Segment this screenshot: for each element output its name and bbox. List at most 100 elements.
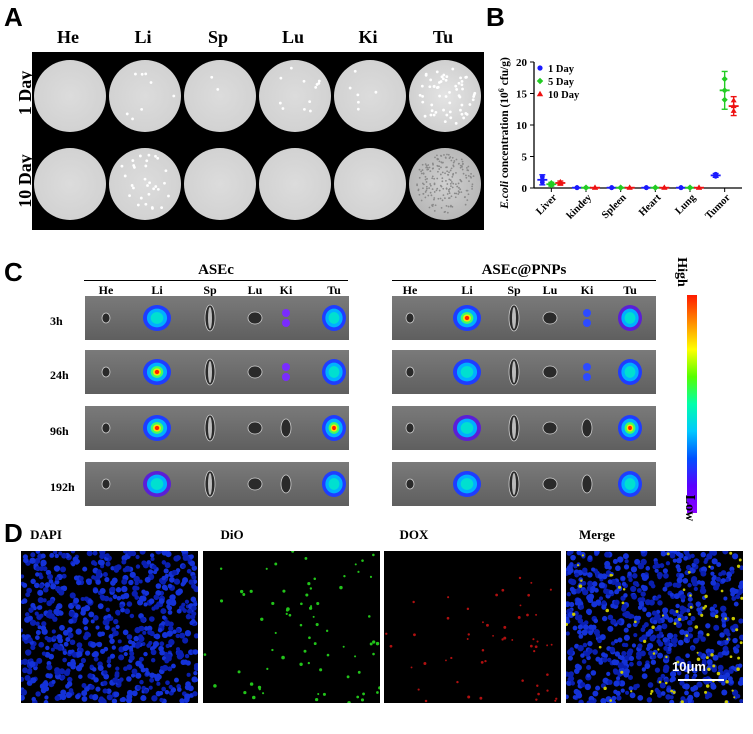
nucleus [613,669,619,675]
dox-signal [467,633,470,636]
nucleus [191,605,197,611]
organ-ki [282,373,290,381]
nucleus [118,655,123,660]
nucleus [683,555,689,561]
nucleus [24,612,30,617]
dio-signal [252,695,256,700]
data-point [592,184,598,190]
organ-he [405,478,415,490]
dox-signal [549,588,552,591]
nucleus [587,648,593,654]
dio-signal [239,589,244,594]
nucleus [567,570,572,575]
nucleus [710,580,717,586]
dox-signal [546,689,549,692]
nucleus [165,680,170,686]
nucleus [683,698,689,703]
nucleus [98,559,105,566]
nucleus [190,596,197,603]
dio-signal [369,575,373,578]
nucleus [648,599,655,606]
nucleus [37,597,44,604]
nucleus [44,582,51,588]
nucleus [620,688,625,693]
nucleus [717,664,724,671]
nucleus [656,624,662,630]
nucleus [621,581,627,587]
dio-signal [696,651,699,654]
x-tick-label: Lung [673,192,698,217]
nucleus [133,635,140,642]
data-point [652,184,659,191]
nucleus [636,588,642,593]
nucleus [153,594,160,601]
dox-signal [446,616,450,620]
nucleus [186,672,191,677]
nucleus [135,564,141,569]
nucleus [661,623,668,630]
nucleus [29,619,37,626]
plate-1day-he [34,60,106,132]
panel-a-col-sp: Sp [207,27,229,47]
nucleus [638,600,645,607]
dio-signal [609,573,613,577]
nucleus [113,565,119,571]
nucleus [733,601,739,607]
nucleus [60,674,66,680]
nucleus [567,655,573,661]
organ-lu [542,365,558,379]
nucleus [614,600,620,605]
nucleus [81,696,88,702]
organ-sp-highlight [512,417,516,439]
dio-signal [682,588,686,592]
nucleus [598,582,606,589]
dox-signal [447,596,450,599]
nucleus [641,673,648,680]
nucleus [139,656,144,662]
nucleus [674,668,679,673]
nucleus [629,692,636,699]
dio-signal [733,696,736,699]
panel-a-col-tu: Tu [432,27,454,47]
dapi-image [21,551,198,703]
nucleus [189,554,194,560]
nucleus [67,676,73,683]
nucleus [712,654,719,661]
dio-signal [731,616,736,621]
dio-signal [720,589,724,593]
nucleus [716,640,722,645]
nucleus [92,551,98,556]
dio-signal [729,551,733,555]
nucleus [111,698,118,703]
nucleus [120,696,126,703]
channel-dio: DiO [220,527,244,542]
nucleus [36,657,43,664]
nucleus [121,585,128,593]
nucleus [76,642,83,649]
organ-he [405,312,415,324]
dio-signal [685,634,689,637]
nucleus [676,567,682,573]
nucleus [720,612,728,619]
dox-signal [526,613,529,617]
panel-a-col-lu: Lu [281,27,305,47]
nucleus [169,576,175,583]
dox-signal [482,621,484,624]
nucleus [675,656,682,663]
dio-signal [617,585,622,589]
x-tick-label: Tumor [703,192,733,222]
nucleus [47,673,53,679]
nucleus [149,616,155,622]
nucleus [26,669,33,675]
dio-signal [305,593,309,597]
nucleus [120,594,126,600]
nucleus [189,560,196,567]
nucleus [121,578,128,585]
nucleus [687,694,694,701]
nucleus [44,686,50,692]
nucleus [687,596,693,602]
nucleus [574,668,580,674]
dio-signal [672,690,676,694]
nucleus [193,662,198,669]
nucleus [586,665,592,671]
